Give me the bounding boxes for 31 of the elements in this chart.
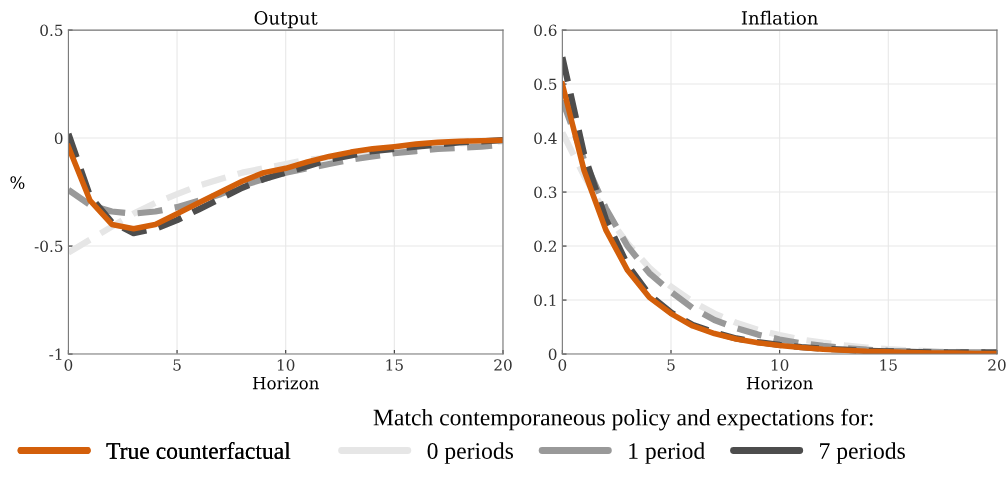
y-tick-label: 0 <box>54 132 63 145</box>
legend-label: 1 period <box>629 442 705 464</box>
x-tick-label: 0 <box>64 359 73 371</box>
y-tick-label: 0.4 <box>534 132 557 145</box>
x-axis-title: Horizon <box>252 376 319 390</box>
y-axis-title: % <box>10 176 25 189</box>
y-tick-label: 0.5 <box>534 78 557 91</box>
x-tick-label: 10 <box>771 359 789 371</box>
x-tick-label: 5 <box>173 359 181 371</box>
legend-label: 0 periods <box>427 442 514 464</box>
y-tick-label: 0.3 <box>534 186 557 199</box>
x-tick-label: 15 <box>386 359 403 371</box>
x-axis-title: Horizon <box>746 376 813 390</box>
x-tick-label: 20 <box>988 359 1006 371</box>
chart-title: Output <box>254 11 318 29</box>
y-tick-label: 0 <box>548 348 557 361</box>
y-tick-label: 0.5 <box>40 24 63 37</box>
legend-label: 7 periods <box>820 442 905 464</box>
x-tick-label: 20 <box>494 359 512 371</box>
y-tick-label: 0.2 <box>534 240 556 253</box>
legend-title: Match contemporaneous policy and expectations for: <box>373 408 873 431</box>
y-tick-label: 0.6 <box>534 24 557 37</box>
y-tick-label: -1 <box>49 348 62 360</box>
y-tick-label: 0.1 <box>534 294 556 307</box>
y-tick-label: -0.5 <box>34 240 63 253</box>
x-tick-label: 5 <box>667 359 675 371</box>
legend-label: True counterfactual <box>106 442 291 459</box>
x-tick-label: 0 <box>558 359 567 371</box>
x-tick-label: 10 <box>277 359 295 371</box>
chart-title: Inflation <box>741 10 818 25</box>
x-tick-label: 15 <box>880 359 897 371</box>
